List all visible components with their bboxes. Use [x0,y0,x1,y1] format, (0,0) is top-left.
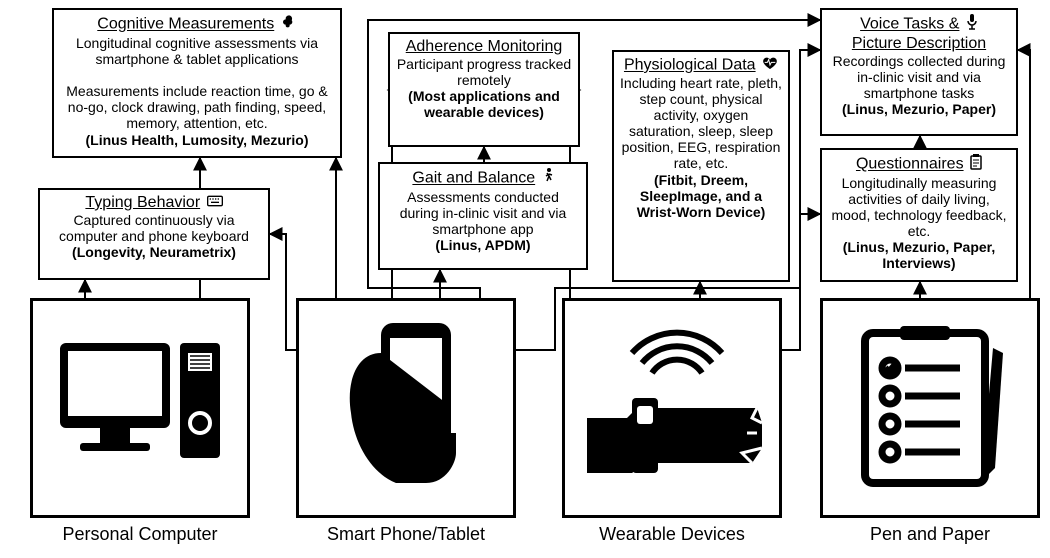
box-voice-tasks: Voice Tasks & Picture Description Record… [820,8,1018,136]
box-title: Physiological Data [620,56,782,75]
box-body: Recordings collected during in-clinic vi… [828,53,1010,117]
device-pen-paper [820,298,1040,518]
box-body: Assessments conducted during in-clinic v… [386,189,580,253]
heart-icon [762,56,778,75]
mic-icon [966,14,978,35]
box-cognitive-measurements: Cognitive Measurements Longitudinal cogn… [52,8,342,158]
box-body: Including heart rate, pleth, step count,… [620,75,782,220]
device-label-wearables: Wearable Devices [562,524,782,545]
keyboard-icon [207,194,223,212]
diagram-canvas: Cognitive Measurements Longitudinal cogn… [0,0,1050,558]
box-gait-and-balance: Gait and Balance Assessments conducted d… [378,162,588,270]
box-title: Adherence Monitoring [396,38,572,56]
box-title: Typing Behavior [46,194,262,212]
device-label-pc: Personal Computer [30,524,250,545]
checklist-icon [845,318,1015,498]
box-physiological-data: Physiological Data Including heart rate,… [612,50,790,282]
box-typing-behavior: Typing Behavior Captured continuously vi… [38,188,270,280]
clipboard-icon [970,154,982,175]
brain-icon [281,14,297,35]
box-body: Longitudinal cognitive assessments via s… [60,35,334,148]
phone-icon [326,313,486,503]
box-title: Cognitive Measurements [60,14,334,35]
box-body: Participant progress tracked remotely (M… [396,56,572,120]
device-wearables [562,298,782,518]
box-questionnaires: Questionnaires Longitudinally measuring … [820,148,1018,282]
device-personal-computer [30,298,250,518]
device-smartphone [296,298,516,518]
walk-icon [542,168,554,189]
device-label-phone: Smart Phone/Tablet [296,524,516,545]
box-body: Longitudinally measuring activities of d… [828,175,1010,272]
device-label-paper: Pen and Paper [820,524,1040,545]
box-title: Questionnaires [828,154,1010,175]
wrist-icon [577,328,767,488]
pc-icon [50,328,230,488]
box-title: Gait and Balance [386,168,580,189]
box-body: Captured continuously via computer and p… [46,212,262,260]
box-title: Voice Tasks & Picture Description [828,14,1010,53]
box-adherence-monitoring: Adherence Monitoring Participant progres… [388,32,580,147]
